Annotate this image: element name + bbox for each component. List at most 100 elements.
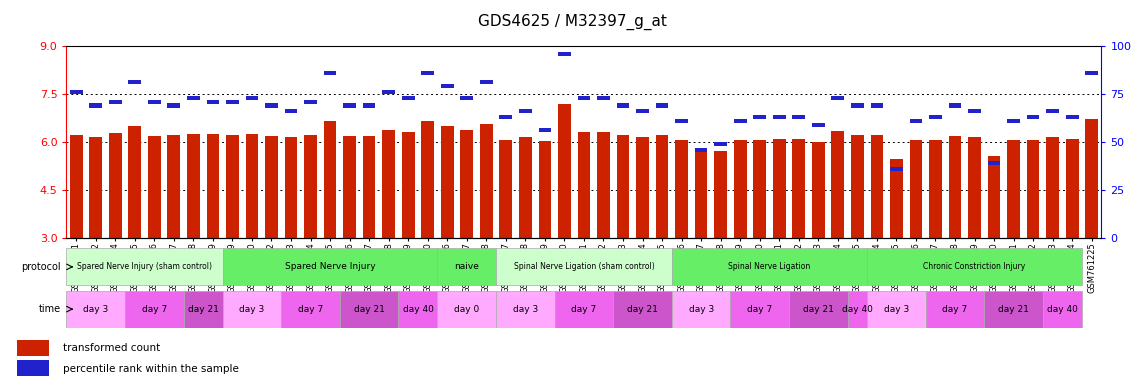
Bar — [66, 291, 125, 328]
Bar — [867, 248, 1082, 285]
Text: day 40: day 40 — [1047, 305, 1077, 314]
Text: day 3: day 3 — [688, 305, 713, 314]
Text: day 7: day 7 — [942, 305, 968, 314]
Bar — [441, 126, 453, 238]
Text: Chronic Constriction Injury: Chronic Constriction Injury — [923, 262, 1026, 271]
Bar — [245, 96, 259, 100]
Bar — [183, 291, 222, 328]
Bar — [222, 248, 437, 285]
Bar — [266, 103, 278, 108]
Bar — [734, 119, 747, 123]
Bar — [109, 133, 121, 238]
Bar — [266, 136, 278, 238]
Bar — [499, 115, 512, 119]
Text: Spared Nerve Injury: Spared Nerve Injury — [285, 262, 376, 271]
Bar — [656, 135, 669, 238]
Bar — [285, 109, 298, 113]
Bar — [949, 103, 962, 108]
Bar — [538, 141, 551, 238]
Bar — [792, 115, 805, 119]
Text: day 21: day 21 — [188, 305, 219, 314]
Bar — [676, 141, 688, 238]
Bar — [17, 360, 49, 376]
Bar — [421, 71, 434, 75]
Bar — [1027, 115, 1040, 119]
Bar — [340, 291, 398, 328]
Bar — [538, 128, 551, 132]
Bar — [672, 248, 867, 285]
Bar — [617, 135, 630, 238]
Bar — [812, 122, 824, 127]
Text: day 7: day 7 — [747, 305, 773, 314]
Text: day 40: day 40 — [842, 305, 872, 314]
Bar — [128, 126, 141, 238]
Bar — [577, 96, 591, 100]
Bar — [398, 291, 437, 328]
Bar — [460, 96, 473, 100]
Bar — [867, 291, 925, 328]
Bar — [851, 135, 863, 238]
Bar — [1085, 119, 1098, 238]
Bar — [187, 96, 199, 100]
Bar — [637, 137, 649, 238]
Bar — [148, 99, 160, 104]
Bar — [222, 291, 282, 328]
Bar — [460, 130, 473, 238]
Bar — [929, 139, 942, 238]
Bar — [792, 139, 805, 238]
Bar — [245, 134, 259, 238]
Text: day 7: day 7 — [298, 305, 323, 314]
Bar — [988, 161, 1001, 165]
Bar — [929, 115, 942, 119]
Bar — [402, 96, 414, 100]
Text: naive: naive — [455, 262, 480, 271]
Bar — [985, 291, 1043, 328]
Bar — [285, 137, 298, 238]
Bar — [890, 159, 902, 238]
Bar — [558, 51, 570, 56]
Bar — [714, 142, 727, 146]
Bar — [89, 137, 102, 238]
Bar — [1066, 139, 1079, 238]
Text: day 21: day 21 — [998, 305, 1029, 314]
Bar — [128, 80, 141, 84]
Bar — [1027, 139, 1040, 238]
Text: day 0: day 0 — [455, 305, 480, 314]
Bar — [324, 121, 337, 238]
Bar — [441, 84, 453, 88]
Bar — [480, 124, 492, 238]
Bar — [598, 132, 610, 238]
Bar — [988, 156, 1001, 238]
Bar — [870, 103, 883, 108]
Bar — [519, 137, 531, 238]
Text: day 7: day 7 — [142, 305, 167, 314]
Bar — [499, 141, 512, 238]
Text: Spinal Nerve Ligation: Spinal Nerve Ligation — [728, 262, 811, 271]
Text: day 40: day 40 — [403, 305, 434, 314]
Bar — [831, 131, 844, 238]
Bar — [344, 136, 356, 238]
Text: day 21: day 21 — [627, 305, 658, 314]
Bar — [773, 115, 785, 119]
Bar — [305, 135, 317, 238]
Bar — [812, 142, 824, 238]
Bar — [676, 119, 688, 123]
Bar — [226, 99, 239, 104]
Text: day 21: day 21 — [803, 305, 834, 314]
Bar — [731, 291, 789, 328]
Bar — [187, 134, 199, 238]
Bar — [382, 130, 395, 238]
Bar — [695, 151, 708, 238]
Bar — [206, 134, 219, 238]
Bar — [66, 248, 222, 285]
Text: Spared Nerve Injury (sham control): Spared Nerve Injury (sham control) — [77, 262, 212, 271]
Bar — [1008, 119, 1020, 123]
Bar — [851, 103, 863, 108]
Bar — [1047, 109, 1059, 113]
Bar — [109, 99, 121, 104]
Bar — [167, 103, 180, 108]
Text: GDS4625 / M32397_g_at: GDS4625 / M32397_g_at — [479, 13, 666, 30]
Text: day 3: day 3 — [84, 305, 109, 314]
Bar — [1043, 291, 1082, 328]
Bar — [17, 340, 49, 356]
